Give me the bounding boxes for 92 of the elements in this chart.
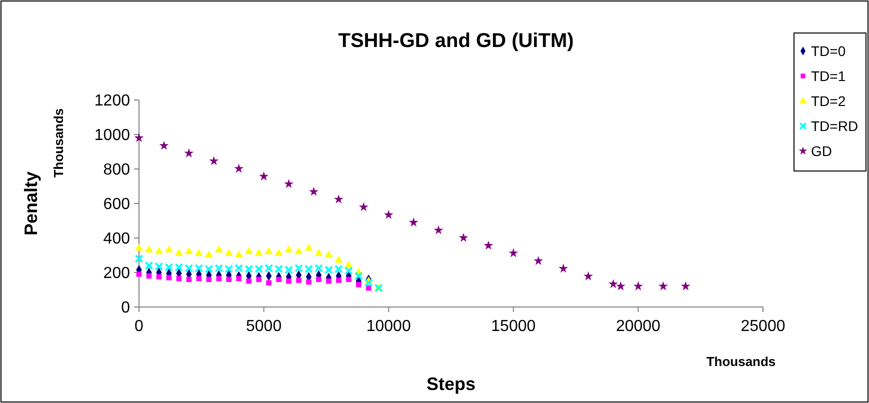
point: [296, 278, 302, 283]
point: [584, 271, 594, 280]
point: [306, 279, 312, 285]
x-tick-label: 10000: [366, 318, 411, 335]
point: [434, 225, 444, 234]
y-tick-label: 1000: [94, 127, 130, 144]
x-tick-label: 20000: [616, 318, 661, 335]
y-tick-label: 600: [103, 196, 130, 214]
point: [254, 248, 263, 256]
x-tick-label: 25000: [740, 318, 786, 335]
point: [324, 250, 333, 258]
point: [534, 256, 544, 265]
point: [334, 194, 344, 204]
point: [384, 210, 394, 219]
point: [304, 244, 313, 251]
point: [358, 202, 368, 212]
point: [214, 245, 223, 252]
point: [346, 276, 352, 282]
point: [284, 179, 294, 188]
x-axis-title: Steps: [426, 374, 476, 394]
legend-label: TD=0: [811, 42, 846, 59]
point: [234, 250, 243, 258]
point: [558, 264, 568, 273]
legend-label: TD=2: [811, 92, 846, 109]
y-tick-label: 800: [103, 162, 130, 179]
point: [354, 272, 363, 280]
point: [484, 240, 494, 250]
point: [216, 276, 222, 282]
point: [184, 247, 193, 254]
y-axis-title: Penalty: [21, 171, 41, 236]
point: [206, 276, 212, 282]
point: [236, 276, 242, 282]
point: [164, 245, 173, 252]
point: [226, 276, 232, 282]
point: [259, 171, 269, 180]
point: [274, 248, 283, 256]
point: [234, 164, 244, 173]
point: [134, 254, 144, 263]
point: [680, 281, 690, 290]
point: [194, 248, 203, 256]
point: [336, 278, 342, 283]
point: [356, 282, 362, 288]
point: [316, 276, 322, 282]
point: [174, 248, 183, 256]
point: [159, 140, 169, 150]
x-tick-label: 15000: [491, 318, 536, 335]
point: [154, 247, 163, 254]
point: [156, 274, 162, 280]
point: [256, 276, 262, 282]
x-tick-label: 5000: [246, 318, 282, 335]
text: Thousands: [51, 108, 66, 178]
point: [244, 247, 253, 254]
point: [326, 278, 332, 284]
point: [204, 250, 213, 258]
y-tick-label: 0: [121, 300, 130, 317]
point: [266, 280, 272, 286]
legend-label: TD=1: [811, 68, 846, 84]
point: [276, 276, 282, 282]
legend-label: TD=RD: [811, 118, 858, 134]
point: [134, 132, 144, 142]
y-tick-label: 1200: [94, 92, 130, 110]
point: [144, 245, 154, 252]
point: [166, 275, 172, 280]
point: [608, 279, 618, 288]
point: [209, 156, 219, 166]
point: [366, 285, 372, 291]
text: Thousands: [706, 354, 776, 369]
point: [284, 245, 293, 252]
x-tick-label: 0: [134, 318, 144, 335]
legend-label: GD: [811, 142, 832, 159]
point: [408, 217, 418, 227]
point: [246, 278, 252, 284]
point: [224, 248, 233, 256]
chart-title: TSHH-GD and GD (UiTM): [338, 30, 574, 52]
point: [458, 232, 468, 242]
point: [134, 244, 144, 251]
y-tick-label: 200: [103, 265, 130, 282]
point: [308, 186, 318, 196]
point: [286, 278, 292, 284]
y-tick-label: 400: [103, 230, 130, 248]
point: [314, 248, 323, 256]
point: [184, 148, 194, 158]
point: [136, 272, 142, 277]
point: [334, 256, 343, 263]
point: [264, 247, 273, 254]
point: [616, 281, 626, 290]
point: [508, 248, 518, 258]
point: [364, 278, 373, 288]
point: [294, 247, 303, 254]
point: [344, 260, 353, 268]
point: [658, 281, 668, 290]
point: [633, 281, 643, 290]
